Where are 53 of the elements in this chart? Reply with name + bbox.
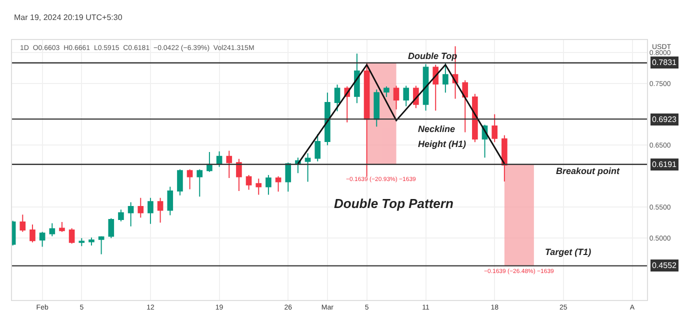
candlestick xyxy=(98,236,104,255)
ref-line-label: 0.6191 xyxy=(652,160,678,169)
candlestick xyxy=(334,84,340,112)
candlestick xyxy=(128,202,134,227)
candlestick xyxy=(492,114,498,143)
candlestick xyxy=(30,224,36,243)
candlestick xyxy=(432,64,439,112)
annotation: Breakout point xyxy=(556,166,621,176)
candlestick xyxy=(502,134,508,182)
ref-line-label: 0.7831 xyxy=(652,58,678,67)
candlestick xyxy=(256,178,262,196)
candlestick xyxy=(118,209,124,222)
candlestick xyxy=(304,152,311,182)
candlestick xyxy=(177,168,183,196)
candlestick xyxy=(157,197,164,224)
candlestick xyxy=(20,214,26,232)
candlestick xyxy=(49,222,56,237)
candlestick xyxy=(68,228,75,244)
candlestick xyxy=(88,236,94,246)
candlestick xyxy=(236,158,242,192)
candlestick xyxy=(108,218,114,239)
candlestick xyxy=(403,85,410,107)
candlestick xyxy=(138,197,144,218)
candlestick xyxy=(354,53,360,104)
candlestick xyxy=(384,86,390,98)
candlestick xyxy=(422,64,429,112)
candlestick xyxy=(314,134,321,162)
candlestick xyxy=(472,93,478,143)
candlestick xyxy=(39,231,46,248)
text: Mar 19, 2024 20:19 UTC+5:30 xyxy=(14,13,123,22)
candlestick xyxy=(285,162,292,192)
candlestick xyxy=(206,152,212,172)
candlestick xyxy=(275,176,282,192)
ref-line-label: 0.4552 xyxy=(652,261,678,270)
candlestick xyxy=(442,63,448,94)
candlestick xyxy=(59,222,65,232)
candlestick xyxy=(393,85,400,110)
candlestick xyxy=(266,174,272,196)
candlestick xyxy=(324,92,330,146)
ref-line-label: 0.6923 xyxy=(652,115,678,124)
text: Double Top Pattern xyxy=(334,196,454,211)
candlestick xyxy=(374,89,380,128)
candlestick xyxy=(226,150,232,179)
annotation: Target (T1) xyxy=(545,247,592,257)
annotation: Height (H1) xyxy=(418,139,466,149)
candlestick xyxy=(148,197,154,224)
candlestick xyxy=(196,168,203,198)
annotation: Neckline xyxy=(418,124,456,134)
candlestick xyxy=(78,238,85,247)
candlestick xyxy=(186,168,193,190)
candlestick xyxy=(246,174,252,190)
candlestick xyxy=(167,186,174,216)
candlestick xyxy=(462,80,468,133)
